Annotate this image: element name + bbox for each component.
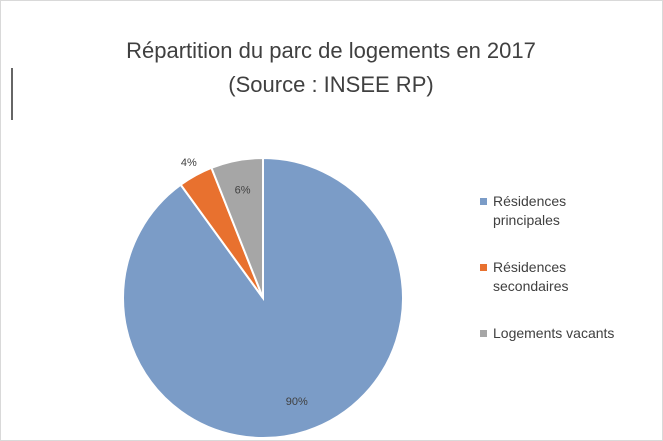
legend-item: Résidences principales xyxy=(480,192,630,230)
legend-swatch xyxy=(480,198,487,205)
legend-swatch xyxy=(480,330,487,337)
pie-slice xyxy=(210,156,264,299)
legend-swatch xyxy=(480,264,487,271)
legend-label: Résidences secondaires xyxy=(493,259,569,294)
legend-label: Logements vacants xyxy=(493,325,615,341)
legend-item: Résidences secondaires xyxy=(480,258,630,296)
data-label: 6% xyxy=(235,185,251,197)
data-label: 90% xyxy=(286,396,308,408)
data-label: 4% xyxy=(181,157,197,169)
chart-subtitle: (Source : INSEE RP) xyxy=(228,72,433,97)
chart-title: Répartition du parc de logements en 2017 xyxy=(126,38,536,63)
legend-label: Résidences principales xyxy=(493,193,567,228)
legend-item: Logements vacants xyxy=(480,324,630,343)
